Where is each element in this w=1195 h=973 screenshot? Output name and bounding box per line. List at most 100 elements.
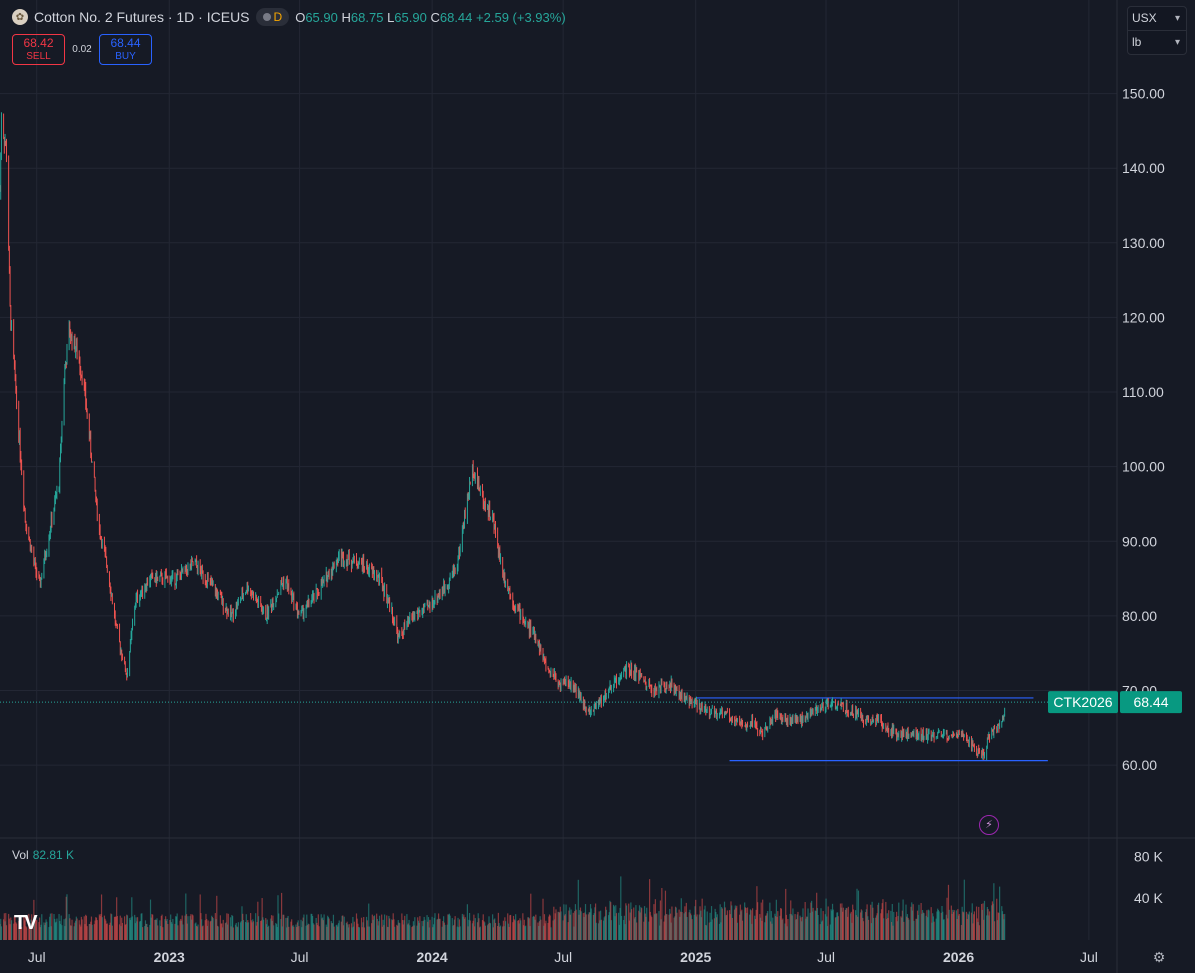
volume-bar (824, 914, 826, 940)
volume-bar (815, 910, 817, 940)
volume-bar (569, 907, 571, 940)
volume-bar (684, 906, 686, 940)
volume-bar (761, 920, 763, 940)
volume-bar (548, 916, 550, 940)
volume-bar (898, 902, 900, 940)
volume-bar (209, 921, 211, 940)
volume-bar (674, 906, 677, 940)
volume-bar (850, 911, 852, 940)
volume-bar (398, 922, 400, 940)
volume-bar (336, 924, 338, 940)
volume-bar (220, 923, 222, 940)
volume-bars (0, 876, 1006, 940)
volume-bar (192, 915, 194, 940)
volume-bar (471, 923, 474, 940)
volume-bar (291, 926, 293, 940)
volume-bar (300, 919, 302, 940)
volume-bar (476, 922, 479, 940)
sell-button[interactable]: 68.42 SELL (12, 34, 65, 65)
volume-bar (361, 927, 363, 940)
volume-legend[interactable]: Vol 82.81 K (12, 848, 74, 862)
volume-bar (140, 913, 142, 940)
volume-bar (286, 927, 288, 940)
volume-bar (840, 907, 842, 940)
volume-bar (196, 926, 198, 940)
volume-bar (782, 918, 784, 940)
volume-bar (790, 900, 792, 940)
volume-bar (872, 907, 874, 940)
volume-bar (602, 920, 605, 940)
volume-bar (983, 900, 986, 940)
volume-bar (118, 924, 121, 940)
volume-bar (760, 902, 762, 940)
volume-bar (831, 903, 834, 940)
price-tick-label: 150.00 (1122, 86, 1165, 102)
volume-bar (633, 907, 635, 940)
volume-bar (555, 909, 557, 940)
volume-bar (943, 919, 945, 940)
volume-bar (755, 909, 757, 940)
volume-bar (418, 922, 420, 940)
volume-bar (244, 921, 247, 940)
volume-bar (796, 914, 798, 940)
volume-bar (360, 917, 363, 940)
volume-bar (568, 910, 570, 940)
volume-bar (908, 919, 910, 940)
volume-bar (170, 914, 172, 940)
volume-bar (709, 912, 711, 940)
volume-bar (620, 876, 622, 940)
volume-bar (19, 923, 21, 940)
last-price: CTK2026 68.44 (0, 691, 1182, 714)
volume-bar (772, 917, 774, 940)
currency-select[interactable]: USX ▾ (1128, 7, 1186, 30)
volume-bar (386, 926, 389, 940)
gear-icon[interactable]: ⚙ (1152, 949, 1166, 965)
volume-bar (570, 909, 572, 940)
volume-bar (967, 913, 969, 940)
volume-bar (880, 909, 883, 940)
volume-bar (976, 918, 978, 940)
volume-bar (196, 925, 198, 940)
close-label: C (430, 9, 440, 25)
volume-bar (699, 906, 701, 940)
volume-bar (459, 926, 461, 940)
volume-bar (162, 927, 164, 940)
volume-bar (726, 910, 728, 940)
volume-bar (272, 915, 274, 940)
tradingview-logo-icon[interactable]: TV (14, 912, 38, 934)
volume-bar (612, 904, 615, 940)
lightning-icon[interactable]: ⚡ (979, 815, 999, 835)
volume-bar (3, 913, 5, 940)
volume-bar (23, 920, 26, 940)
symbol-legend[interactable]: ✿ Cotton No. 2 Futures · 1D · ICEUS D O6… (12, 8, 566, 26)
volume-bar (111, 925, 113, 940)
volume-bar (530, 893, 532, 940)
volume-bar (110, 913, 112, 940)
volume-bar (912, 904, 914, 940)
buy-button[interactable]: 68.44 BUY (99, 34, 152, 65)
volume-bar (952, 909, 954, 940)
volume-bar (820, 908, 822, 940)
volume-bar (957, 915, 960, 940)
unit-select[interactable]: lb ▾ (1128, 30, 1186, 54)
volume-bar (710, 921, 712, 940)
interval-badge[interactable]: D (255, 8, 290, 26)
volume-bar (225, 922, 227, 940)
volume-bar (479, 927, 481, 940)
volume-bar (312, 923, 314, 940)
volume-bar (150, 917, 152, 940)
volume-bar (239, 922, 242, 940)
volume-bar (573, 926, 575, 940)
volume-bar (856, 888, 858, 940)
volume-bar (149, 924, 151, 940)
volume-bar (105, 920, 107, 940)
volume-bar (189, 916, 191, 940)
volume-bar (453, 919, 456, 940)
volume-bar (164, 919, 166, 940)
volume-bar (406, 914, 408, 940)
volume-bar (386, 915, 388, 940)
volume-bar (502, 926, 504, 940)
volume-bar (44, 925, 46, 940)
buy-label: BUY (115, 50, 136, 62)
